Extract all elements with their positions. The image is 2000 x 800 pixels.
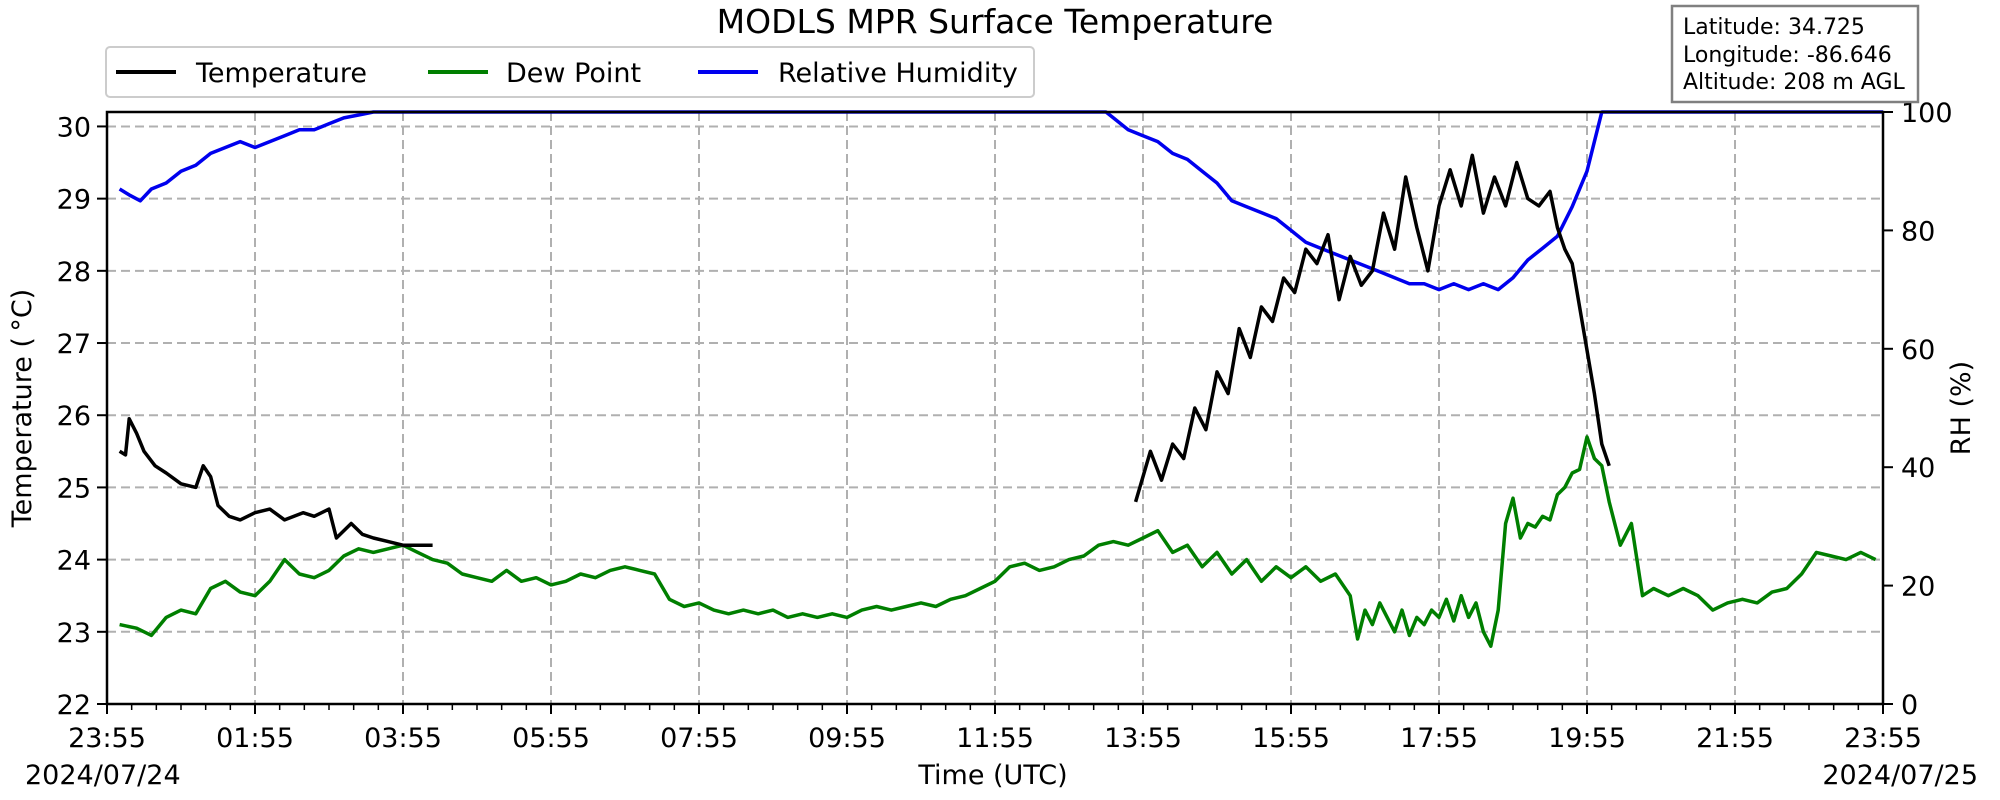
series-line-dew-point	[119, 435, 1877, 648]
x-tick-label: 23:55	[68, 723, 146, 754]
x-tick-label: 11:55	[956, 723, 1034, 754]
legend-box	[105, 46, 1035, 98]
y-tick-label: 30	[57, 112, 91, 143]
legend-label-dew-point: Dew Point	[506, 58, 641, 89]
x-tick-label: 09:55	[808, 723, 886, 754]
chart-title: MODLS MPR Surface Temperature	[717, 2, 1274, 41]
x-tick-label: 21:55	[1696, 723, 1774, 754]
x-tick-label: 17:55	[1400, 723, 1478, 754]
y2-axis-label: RH (%)	[1946, 361, 1977, 455]
x-tick-label: 01:55	[216, 723, 294, 754]
y2-tick-label: 40	[1901, 453, 1935, 484]
x-tick-label: 23:55	[1844, 723, 1922, 754]
info-box: Latitude: 34.725 Longitude: -86.646 Alti…	[1670, 4, 1920, 104]
legend: Temperature Dew Point Relative Humidity	[105, 46, 1035, 98]
x-tick-label: 19:55	[1548, 723, 1626, 754]
info-latitude: Latitude: 34.725	[1683, 15, 1865, 40]
y2-tick-label: 80	[1901, 216, 1935, 247]
start-date-label: 2024/07/24	[25, 760, 181, 791]
y2-tick-label: 20	[1901, 572, 1935, 603]
y2-tick-label: 0	[1901, 690, 1918, 721]
grid-lines	[107, 112, 1883, 704]
y-tick-label: 26	[57, 401, 91, 432]
y-tick-label: 28	[57, 257, 91, 288]
x-tick-label: 03:55	[364, 723, 442, 754]
series-line-relative-humidity	[118, 110, 1883, 292]
x-axis: 23:55 01:55 03:55 05:55 07:55 09:55 11:55 13:55…	[68, 704, 1922, 754]
y-axis-label: Temperature ( °C)	[7, 289, 38, 528]
y-tick-label: 24	[57, 546, 91, 577]
info-altitude: Altitude: 208 m AGL	[1683, 70, 1905, 95]
x-tick-label: 07:55	[660, 723, 738, 754]
x-tick-label: 13:55	[1104, 723, 1182, 754]
x-tick-label: 15:55	[1252, 723, 1330, 754]
legend-label-temperature: Temperature	[195, 58, 367, 89]
y-axis-left: 22 23 24 25 26 27 28 29 30	[57, 112, 107, 721]
x-tick-label: 05:55	[512, 723, 590, 754]
y2-tick-label: 60	[1901, 335, 1935, 366]
x-axis-label: Time (UTC)	[917, 760, 1067, 791]
y-tick-label: 27	[57, 329, 91, 360]
series-line-temperature-segment-2	[1133, 153, 1611, 503]
y-tick-label: 29	[57, 185, 91, 216]
series-layer	[118, 110, 1883, 648]
y-tick-label: 22	[57, 690, 91, 721]
y-tick-label: 23	[57, 618, 91, 649]
series-line-temperature	[118, 417, 433, 547]
y-tick-label: 25	[57, 473, 91, 504]
info-longitude: Longitude: -86.646	[1683, 43, 1892, 68]
end-date-label: 2024/07/25	[1822, 760, 1978, 791]
legend-label-relative-humidity: Relative Humidity	[778, 58, 1018, 89]
info-box-frame	[1670, 4, 1920, 104]
